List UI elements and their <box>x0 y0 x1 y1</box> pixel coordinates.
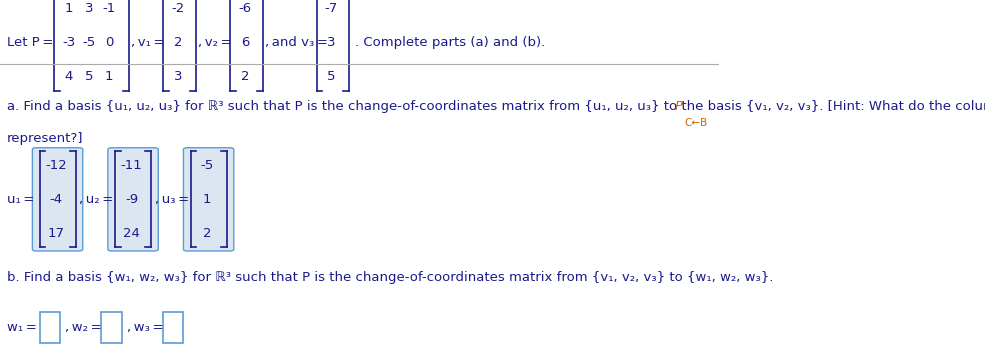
Text: C←B: C←B <box>685 118 708 128</box>
Text: , v₁ =: , v₁ = <box>131 36 164 49</box>
Text: 1: 1 <box>64 2 73 15</box>
Text: 2: 2 <box>173 36 182 49</box>
Text: w₁ =: w₁ = <box>7 321 37 334</box>
Text: -9: -9 <box>125 193 138 206</box>
FancyBboxPatch shape <box>183 148 233 251</box>
Text: 2: 2 <box>203 227 212 240</box>
Text: a. Find a basis {u₁, u₂, u₃} for ℝ³ such that P is the change-of-coordinates mat: a. Find a basis {u₁, u₂, u₃} for ℝ³ such… <box>7 100 985 113</box>
Text: -6: -6 <box>238 2 251 15</box>
Text: -1: -1 <box>102 2 115 15</box>
Text: , and v₃ =: , and v₃ = <box>265 36 328 49</box>
Text: . Complete parts (a) and (b).: . Complete parts (a) and (b). <box>355 36 545 49</box>
Text: -2: -2 <box>171 2 184 15</box>
FancyBboxPatch shape <box>101 313 121 342</box>
Text: , w₂ =: , w₂ = <box>65 321 102 334</box>
Text: -12: -12 <box>45 159 67 172</box>
FancyBboxPatch shape <box>39 313 60 342</box>
FancyBboxPatch shape <box>164 313 183 342</box>
Text: 3: 3 <box>173 70 182 83</box>
Text: 1: 1 <box>104 70 113 83</box>
Text: 3: 3 <box>327 36 336 49</box>
Text: 5: 5 <box>327 70 336 83</box>
Text: 2: 2 <box>240 70 249 83</box>
FancyBboxPatch shape <box>108 148 159 251</box>
Text: -3: -3 <box>62 36 75 49</box>
Text: -5: -5 <box>82 36 96 49</box>
Text: b. Find a basis {w₁, w₂, w₃} for ℝ³ such that P is the change-of-coordinates mat: b. Find a basis {w₁, w₂, w₃} for ℝ³ such… <box>7 271 773 284</box>
Text: 5: 5 <box>85 70 93 83</box>
Text: P: P <box>675 100 683 113</box>
Text: u₁ =: u₁ = <box>7 193 34 206</box>
Text: , u₂ =: , u₂ = <box>79 193 113 206</box>
Text: 17: 17 <box>47 227 65 240</box>
Text: -7: -7 <box>325 2 338 15</box>
FancyBboxPatch shape <box>33 148 83 251</box>
Text: 6: 6 <box>240 36 249 49</box>
Text: 24: 24 <box>123 227 140 240</box>
Text: -5: -5 <box>201 159 214 172</box>
Text: 4: 4 <box>64 70 73 83</box>
Text: 1: 1 <box>203 193 212 206</box>
Text: , v₂ =: , v₂ = <box>198 36 231 49</box>
Text: -4: -4 <box>49 193 63 206</box>
Text: , u₃ =: , u₃ = <box>155 193 189 206</box>
Text: Let P =: Let P = <box>7 36 53 49</box>
Text: -11: -11 <box>121 159 143 172</box>
Text: , w₃ =: , w₃ = <box>127 321 164 334</box>
Text: represent?]: represent?] <box>7 132 84 145</box>
Text: 0: 0 <box>104 36 113 49</box>
Text: 3: 3 <box>85 2 93 15</box>
